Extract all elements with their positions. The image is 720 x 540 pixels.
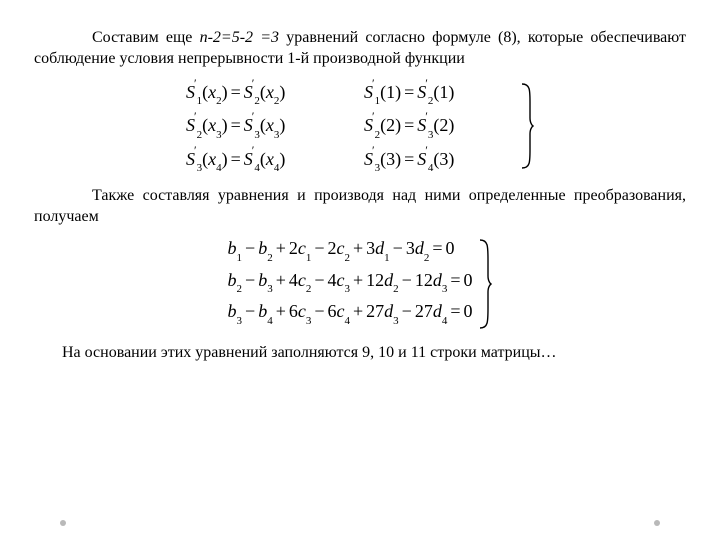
- eq2-row-2: b2−b3+4c2−4c3+12d2−12d3=0: [228, 270, 473, 294]
- eq2-row-3: b3−b4+6c3−6c4+27d3−27d4=0: [228, 301, 473, 325]
- eq1-row3-left: S′3(x4)=S′4(x4): [186, 147, 364, 173]
- eq1-rows: S′1(x2)=S′2(x2) S′1(1)=S′2(1) S′2(x3)=S′…: [186, 80, 514, 173]
- paragraph-2: Также составляя уравнения и производя на…: [34, 186, 686, 228]
- page: Составим еще n-2=5-2 =3 уравнений соглас…: [0, 0, 720, 540]
- para2-text: Также составляя уравнения и производя на…: [34, 187, 686, 225]
- eq1-row1-right: S′1(1)=S′2(1): [364, 80, 514, 106]
- paragraph-3: На основании этих уравнений заполняются …: [34, 344, 686, 362]
- eq1-row1-left: S′1(x2)=S′2(x2): [186, 80, 364, 106]
- eq1-row3-right: S′3(3)=S′4(3): [364, 147, 514, 173]
- nav-dot-right-icon: [654, 520, 660, 526]
- eq1-row-2: S′2(x3)=S′3(x3) S′2(2)=S′3(2): [186, 113, 514, 139]
- eq2-row-1: b1−b2+2c1−2c2+3d1−3d2=0: [228, 238, 473, 262]
- para1-italic: n-2=5-2 =3: [200, 29, 279, 46]
- eq2-brace-icon: [478, 238, 492, 330]
- equation-block-2: b1−b2+2c1−2c2+3d1−3d2=0 b2−b3+4c2−4c3+12…: [34, 238, 686, 330]
- eq1-row2-right: S′2(2)=S′3(2): [364, 113, 514, 139]
- paragraph-1: Составим еще n-2=5-2 =3 уравнений соглас…: [34, 28, 686, 70]
- eq1-row-1: S′1(x2)=S′2(x2) S′1(1)=S′2(1): [186, 80, 514, 106]
- para1-text-a: Составим еще: [92, 29, 200, 46]
- eq1-brace-icon: [520, 80, 534, 173]
- eq1-row2-left: S′2(x3)=S′3(x3): [186, 113, 364, 139]
- equation-block-1: S′1(x2)=S′2(x2) S′1(1)=S′2(1) S′2(x3)=S′…: [34, 80, 686, 173]
- eq2-rows: b1−b2+2c1−2c2+3d1−3d2=0 b2−b3+4c2−4c3+12…: [228, 238, 473, 330]
- nav-dot-left-icon: [60, 520, 66, 526]
- eq1-row-3: S′3(x4)=S′4(x4) S′3(3)=S′4(3): [186, 147, 514, 173]
- para3-text: На основании этих уравнений заполняются …: [62, 344, 557, 361]
